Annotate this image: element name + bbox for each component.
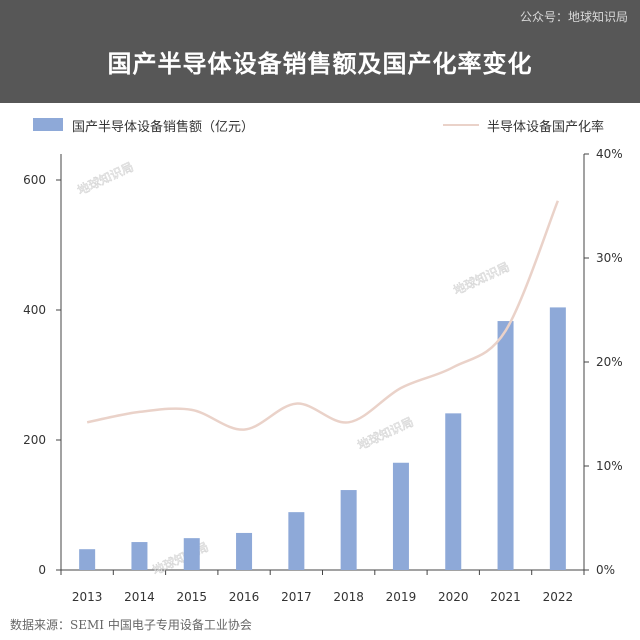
- y-right-tick-label: 20%: [596, 355, 623, 369]
- bar-2015: [183, 538, 200, 570]
- x-tick-label: 2015: [176, 590, 207, 604]
- x-tick-label: 2017: [281, 590, 312, 604]
- bar-2021: [497, 321, 514, 570]
- x-tick-label: 2013: [72, 590, 103, 604]
- bar-2022: [549, 307, 566, 570]
- data-source-footer: 数据来源：SEMI 中国电子专用设备工业协会: [10, 618, 252, 632]
- x-tick-label: 2019: [386, 590, 417, 604]
- x-tick-label: 2021: [490, 590, 521, 604]
- rate-line: [86, 200, 560, 431]
- x-tick-label: 2014: [124, 590, 155, 604]
- legend-line-label: 半导体设备国产化率: [487, 120, 605, 135]
- legend: 国产半导体设备销售额（亿元） 半导体设备国产化率: [0, 114, 640, 136]
- y-left-tick-label: 400: [23, 303, 46, 317]
- watermark: 地球知识局: [355, 415, 415, 453]
- x-tick-label: 2020: [438, 590, 469, 604]
- legend-line-swatch: [443, 124, 479, 126]
- x-tick-label: 2016: [229, 590, 260, 604]
- legend-bar-label: 国产半导体设备销售额（亿元）: [72, 120, 255, 135]
- bar-2019: [392, 462, 409, 570]
- combo-chart: 02004006000%10%20%30%40%地球知识局地球知识局地球知识局地…: [23, 147, 623, 604]
- watermark: 地球知识局: [150, 540, 210, 578]
- legend-bar-swatch: [33, 118, 63, 131]
- bar-2020: [445, 413, 462, 570]
- bar-2016: [236, 532, 253, 570]
- y-left-tick-label: 600: [23, 173, 46, 187]
- bar-2013: [79, 549, 96, 570]
- header-banner: 公众号：地球知识局 国产半导体设备销售额及国产化率变化: [0, 0, 640, 103]
- y-left-tick-label: 200: [23, 433, 46, 447]
- y-right-tick-label: 0%: [596, 563, 615, 577]
- y-left-tick-label: 0: [38, 563, 46, 577]
- source-credit-top: 公众号：地球知识局: [519, 10, 628, 24]
- bar-2014: [131, 542, 148, 570]
- bar-2017: [288, 512, 305, 570]
- chart-title: 国产半导体设备销售额及国产化率变化: [107, 50, 533, 78]
- bar-2018: [340, 490, 357, 570]
- watermark: 地球知识局: [451, 260, 511, 298]
- x-tick-label: 2018: [333, 590, 364, 604]
- x-tick-label: 2022: [543, 590, 574, 604]
- watermark: 地球知识局: [75, 160, 135, 198]
- y-right-tick-label: 30%: [596, 251, 623, 265]
- y-right-tick-label: 10%: [596, 459, 623, 473]
- y-right-tick-label: 40%: [596, 147, 623, 161]
